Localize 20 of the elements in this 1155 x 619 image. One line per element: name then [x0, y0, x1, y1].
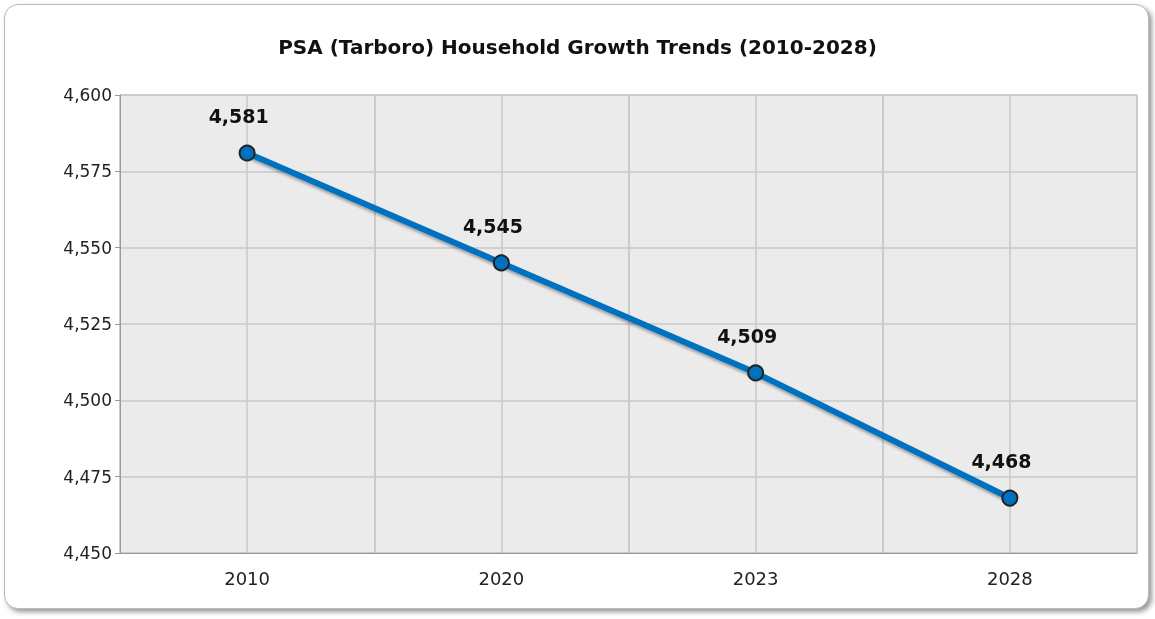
- y-tick-label: 4,475: [63, 466, 112, 487]
- chart-title: PSA (Tarboro) Household Growth Trends (2010-2028): [278, 35, 877, 59]
- x-tick-label: 2028: [986, 567, 1033, 589]
- point: [238, 144, 256, 162]
- data-label: 4,581: [208, 105, 269, 128]
- data-label: 4,468: [971, 450, 1032, 473]
- y-tick-label: 4,525: [63, 314, 112, 334]
- data-label: 4,509: [717, 324, 778, 347]
- data-label: 4,545: [462, 214, 523, 237]
- x-tick-label: 2010: [224, 567, 271, 589]
- point: [492, 254, 510, 272]
- x-tick-label: 2023: [732, 567, 779, 589]
- y-tick-label: 4,575: [63, 161, 112, 182]
- y-tick-label: 4,500: [63, 390, 112, 411]
- y-tick-label: 4,550: [63, 237, 112, 258]
- y-tick-label: 4,600: [63, 85, 112, 105]
- y-tick-label: 4,450: [63, 543, 112, 563]
- point: [1001, 489, 1019, 507]
- point: [747, 364, 765, 382]
- x-tick-label: 2020: [478, 567, 525, 589]
